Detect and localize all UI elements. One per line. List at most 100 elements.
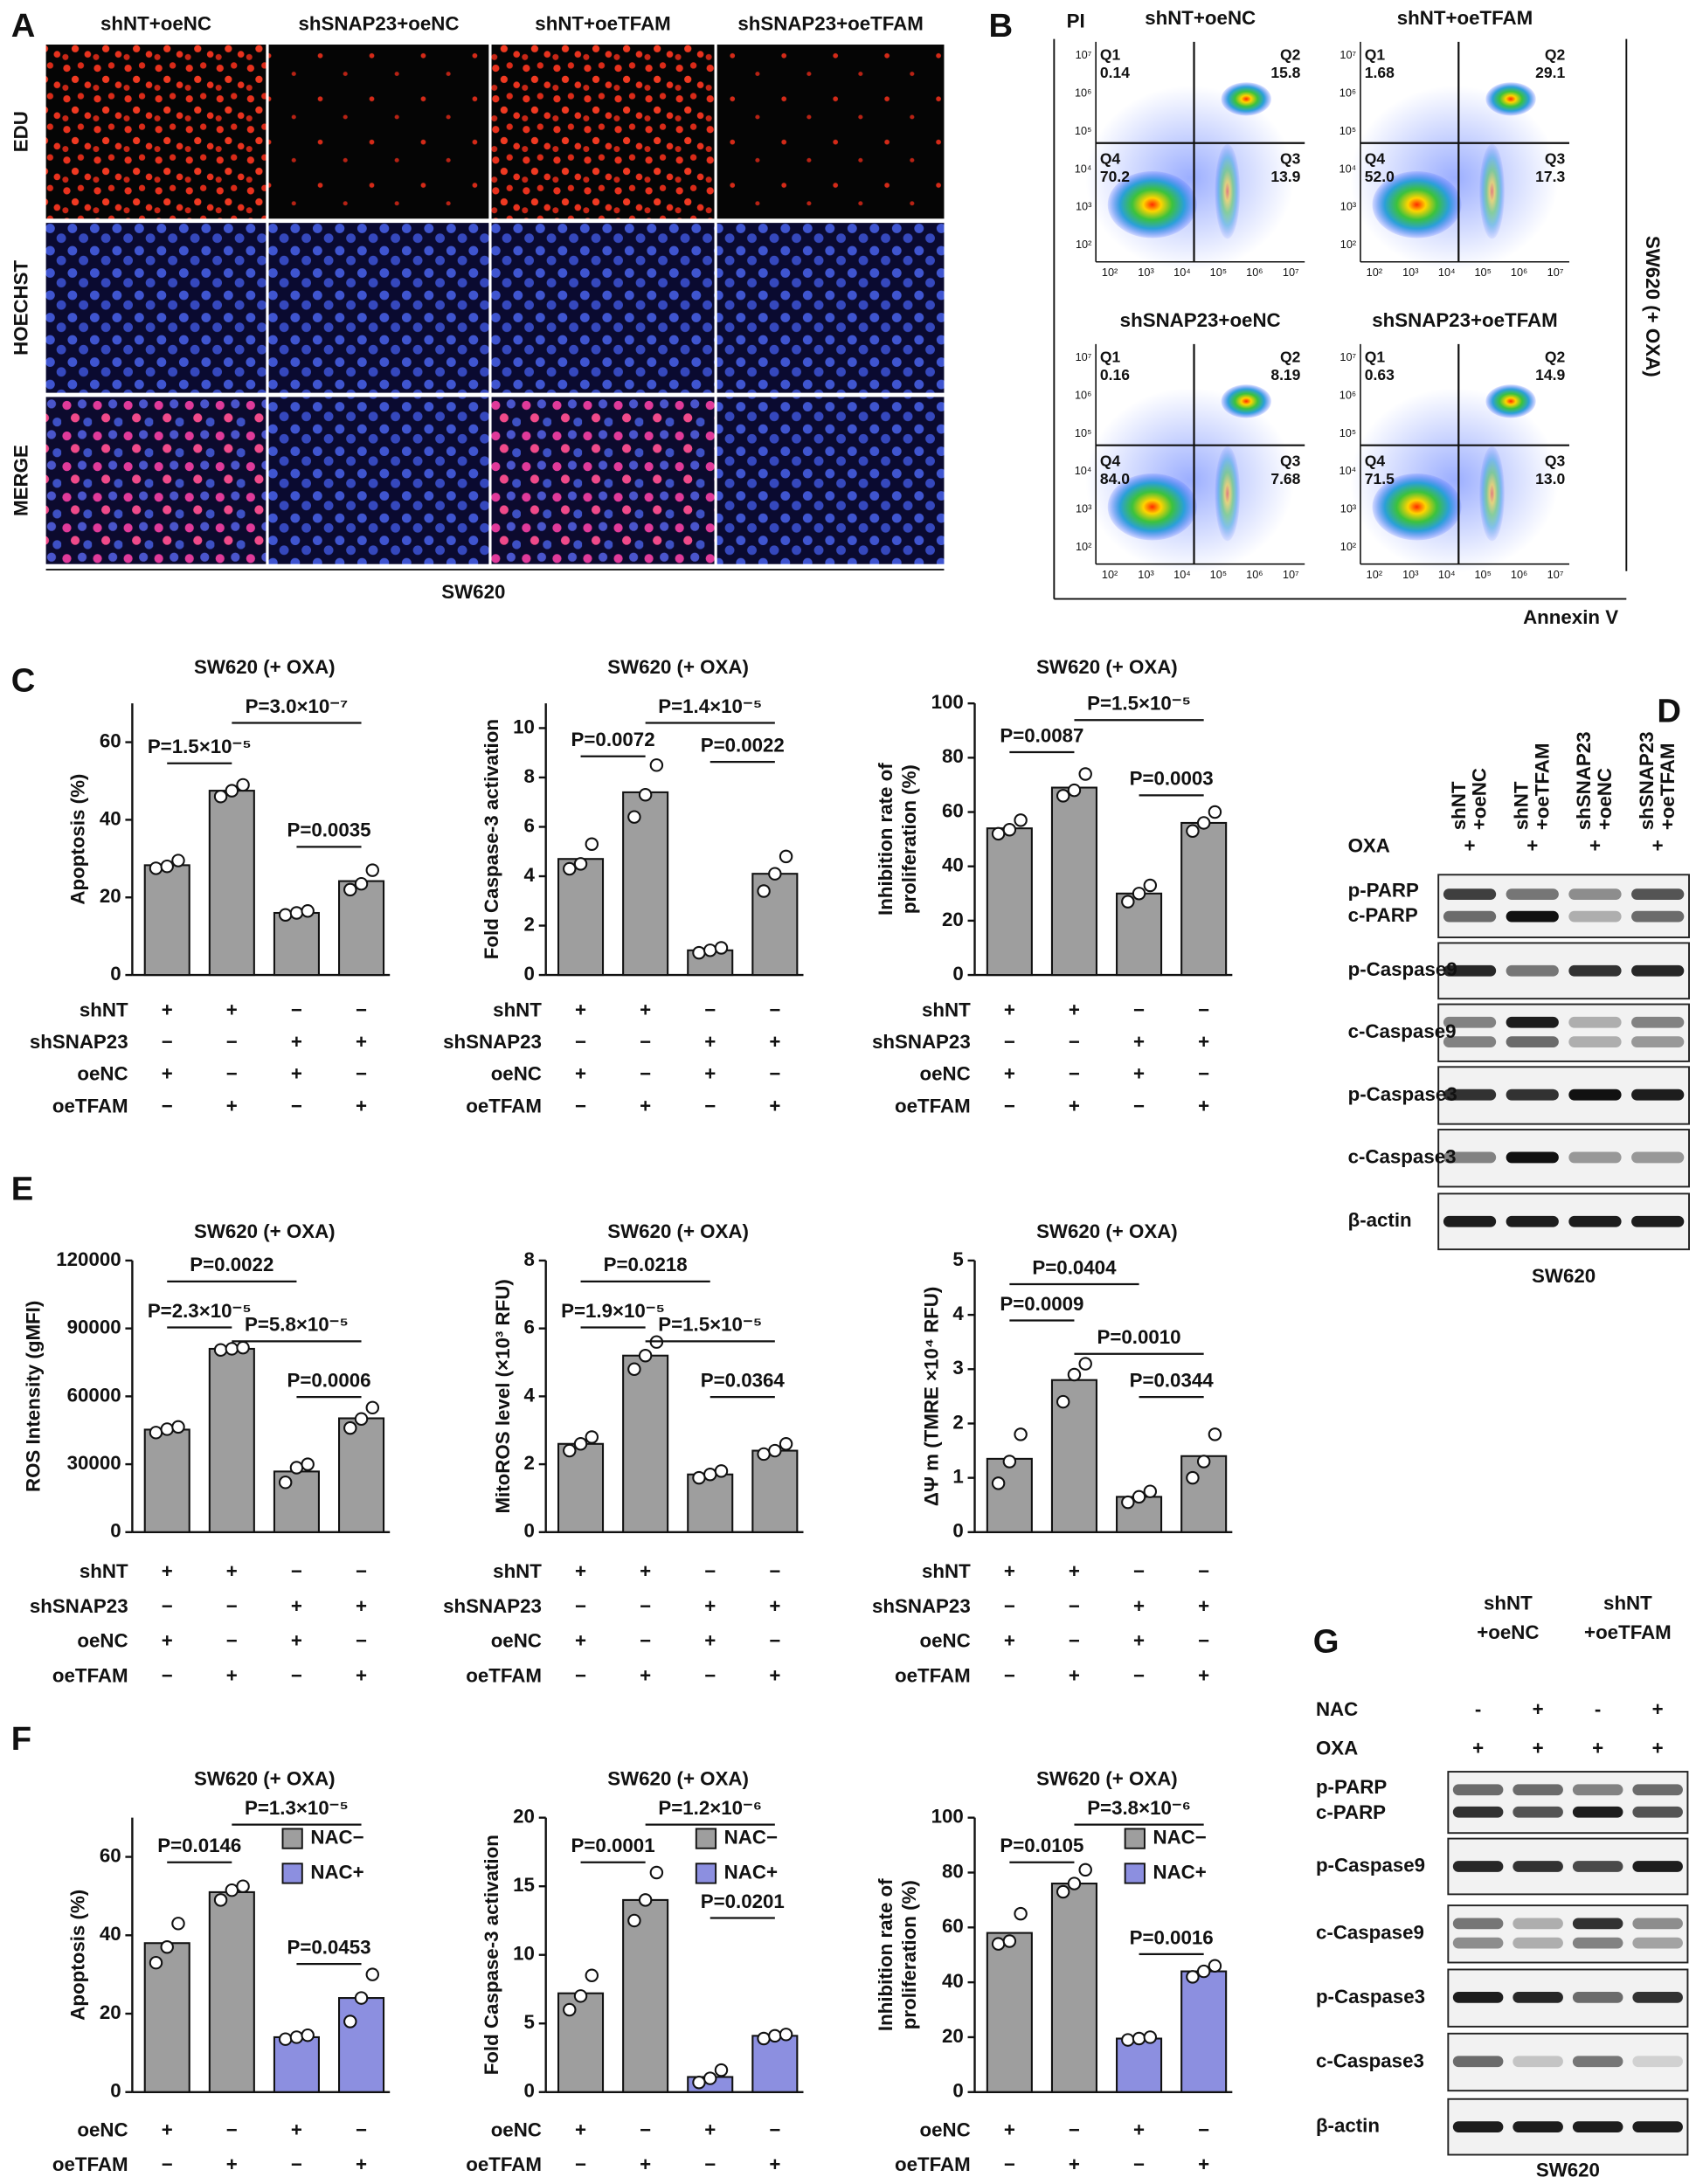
y-axis-label: MitoROS level (×10³ RFU) — [492, 1279, 514, 1513]
replicate-dot — [1067, 1367, 1082, 1382]
quadrant-name: Q2 — [1545, 45, 1566, 63]
band — [1632, 1937, 1683, 1949]
band — [1632, 1861, 1683, 1872]
treatment-label: OXA — [1316, 1737, 1358, 1759]
x-tick-label: 10⁶ — [1246, 266, 1263, 279]
band — [1513, 1991, 1563, 2003]
condition-sign: + — [769, 1595, 780, 1617]
y-tick-label: 20 — [942, 2025, 964, 2047]
treatment-sign: + — [1589, 834, 1601, 856]
replicate-dot — [1186, 1970, 1200, 1984]
y-tick-label: 10⁵ — [1075, 124, 1091, 137]
y-tick-label: 80 — [942, 1860, 964, 1882]
p-value: P=5.8×10⁻⁵ — [245, 1314, 349, 1336]
column-label: shSNAP23 — [1573, 731, 1595, 830]
condition-label: shNT — [493, 1560, 542, 1582]
band — [1632, 1806, 1683, 1818]
y-tick-label: 10 — [513, 715, 535, 737]
condition-sign: + — [226, 2153, 238, 2175]
quadrant-name: Q1 — [1100, 348, 1121, 365]
replicate-dot — [343, 882, 357, 897]
condition-label: shNT — [922, 1560, 971, 1582]
condition-label: oeNC — [920, 1063, 971, 1085]
condition-sign: + — [704, 1063, 716, 1085]
legend-swatch — [1124, 1828, 1146, 1849]
quadrant-name: Q4 — [1365, 149, 1386, 167]
condition-sign: + — [1198, 1595, 1209, 1617]
y-tick-label: 10³ — [1340, 502, 1356, 515]
quadrant-value: 84.0 — [1100, 470, 1130, 487]
band — [1452, 2121, 1504, 2133]
replicate-dot — [703, 943, 717, 957]
x-tick-label: 10⁵ — [1474, 568, 1491, 581]
band — [1443, 1151, 1497, 1164]
band — [1572, 1918, 1623, 1930]
blot-label: c-Caspase9 — [1348, 1020, 1457, 1042]
quadrant-name: Q3 — [1545, 452, 1566, 469]
band — [1572, 1784, 1623, 1796]
condition-label: shNT — [922, 999, 971, 1020]
replicate-dot — [779, 1437, 793, 1451]
chart-title: SW620 (+ OXA) — [607, 1768, 749, 1790]
band — [1631, 1151, 1685, 1164]
bar — [273, 911, 320, 977]
band — [1568, 1016, 1622, 1028]
x-tick-label: 10⁷ — [1283, 568, 1299, 581]
condition-sign: − — [1069, 1630, 1080, 1652]
replicate-dot — [236, 778, 250, 792]
condition-sign: − — [640, 1063, 651, 1085]
population — [1485, 384, 1536, 418]
quadrant-value: 17.3 — [1535, 168, 1565, 185]
x-tick-label: 10⁷ — [1547, 568, 1564, 581]
treatment-sign: + — [1526, 834, 1538, 856]
band — [1572, 2121, 1623, 2133]
blot-label: p-PARP — [1348, 879, 1419, 901]
replicate-dot — [301, 904, 315, 918]
band — [1568, 1036, 1622, 1047]
condition-label: shNT — [493, 999, 542, 1020]
y-tick-label: 4 — [524, 864, 536, 886]
condition-sign: + — [1004, 999, 1015, 1020]
micrograph — [268, 397, 489, 564]
replicate-dot — [160, 859, 174, 874]
replicate-dot — [768, 1443, 782, 1458]
micrograph — [491, 45, 715, 219]
replicate-dot — [343, 1420, 357, 1435]
micrograph — [716, 45, 945, 219]
y-tick-label: 90000 — [67, 1317, 121, 1338]
p-value: P=1.5×10⁻⁵ — [1087, 693, 1191, 715]
y-tick-label: 10³ — [1076, 502, 1091, 515]
bar — [751, 1449, 799, 1533]
blot-label: c-PARP — [1316, 1801, 1386, 1823]
condition-sign: + — [640, 999, 651, 1020]
replicate-dot — [1196, 816, 1211, 830]
y-tick-label: 10⁷ — [1339, 48, 1356, 61]
column-label: shSNAP23+oeTFAM — [737, 13, 923, 35]
replicate-dot — [1067, 783, 1082, 798]
quadrant-value: 29.1 — [1535, 64, 1565, 81]
y-axis-label: ROS Intensity (gMFI) — [23, 1301, 45, 1492]
condition-sign: + — [1133, 1031, 1145, 1053]
replicate-dot — [627, 1913, 641, 1928]
condition-sign: − — [1069, 1063, 1080, 1085]
condition-label: shSNAP23 — [30, 1595, 128, 1617]
condition-sign: − — [356, 999, 367, 1020]
treatment-sign: + — [1652, 1737, 1664, 1759]
band — [1506, 1089, 1559, 1101]
bar — [986, 1932, 1033, 2093]
band — [1452, 1937, 1504, 1949]
condition-label: oeTFAM — [895, 2153, 971, 2175]
condition-sign: + — [704, 1031, 716, 1053]
condition-sign: + — [1133, 2118, 1145, 2140]
replicate-dot — [1132, 887, 1146, 901]
band — [1631, 964, 1685, 977]
quadrant-name: Q2 — [1545, 348, 1566, 365]
micrograph — [716, 397, 945, 564]
condition-sign: − — [162, 1665, 173, 1687]
y-tick-label: 0 — [952, 963, 963, 985]
condition-sign: + — [1069, 999, 1080, 1020]
replicate-dot — [1002, 823, 1017, 837]
condition-label: oeTFAM — [466, 1095, 542, 1116]
replicate-dot — [1121, 2033, 1135, 2047]
replicate-dot — [1078, 1863, 1092, 1877]
